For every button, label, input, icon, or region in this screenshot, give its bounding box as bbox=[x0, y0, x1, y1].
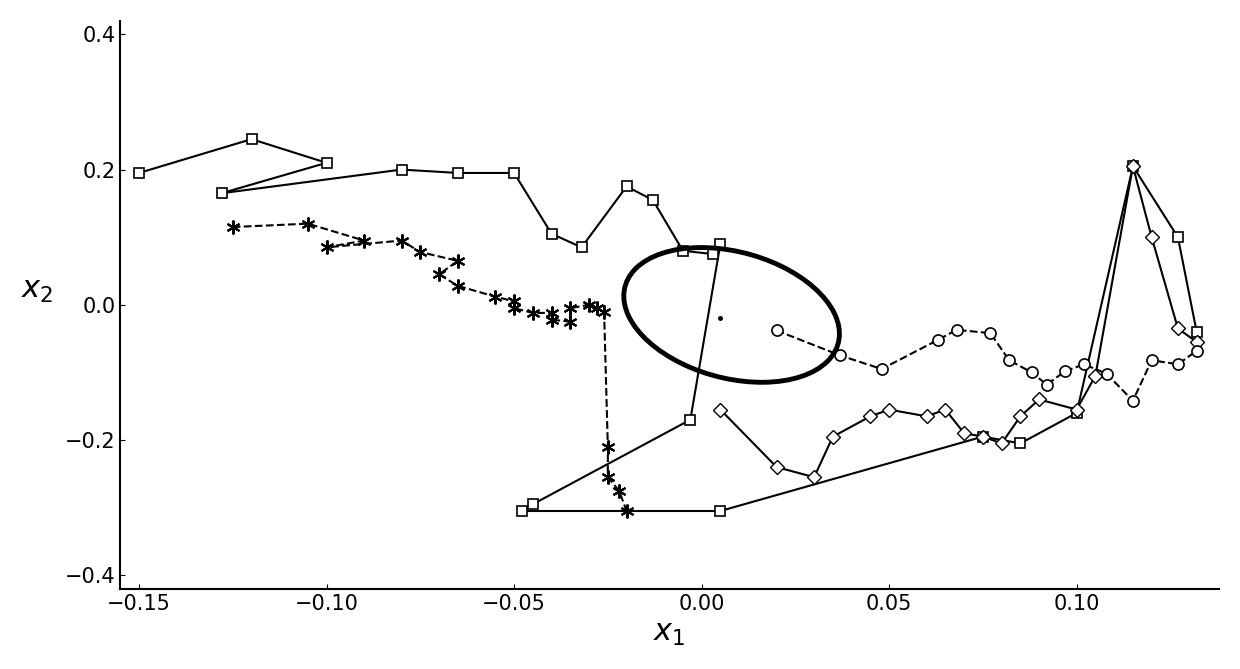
X-axis label: $x_1$: $x_1$ bbox=[653, 619, 686, 648]
Y-axis label: $x_2$: $x_2$ bbox=[21, 276, 53, 305]
